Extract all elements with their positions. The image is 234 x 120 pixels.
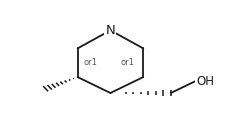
Text: or1: or1 — [121, 58, 135, 67]
Text: or1: or1 — [84, 58, 98, 67]
Text: OH: OH — [196, 75, 214, 88]
Text: N: N — [106, 24, 115, 37]
